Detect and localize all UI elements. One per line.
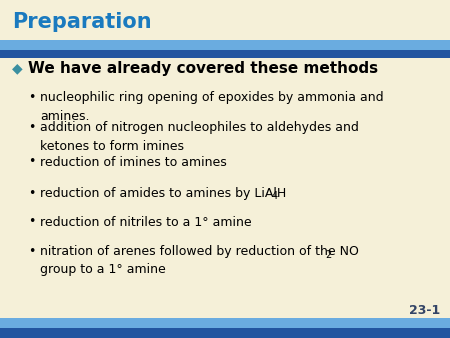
Text: nitration of arenes followed by reduction of the NO: nitration of arenes followed by reductio…	[40, 245, 359, 259]
Text: reduction of imines to amines: reduction of imines to amines	[40, 155, 227, 169]
Text: •: •	[28, 216, 36, 228]
Text: Preparation: Preparation	[12, 12, 152, 32]
Text: 2: 2	[325, 250, 331, 260]
Text: ◆: ◆	[12, 61, 22, 75]
Bar	[0, 328, 450, 338]
Text: •: •	[28, 92, 36, 104]
Bar	[0, 40, 450, 50]
Text: •: •	[28, 245, 36, 259]
Text: •: •	[28, 187, 36, 199]
Text: We have already covered these methods: We have already covered these methods	[28, 61, 378, 75]
Text: 23-1: 23-1	[409, 304, 440, 316]
Text: addition of nitrogen nucleophiles to aldehydes and: addition of nitrogen nucleophiles to ald…	[40, 121, 359, 135]
Text: nucleophilic ring opening of epoxides by ammonia and: nucleophilic ring opening of epoxides by…	[40, 92, 383, 104]
Text: •: •	[28, 155, 36, 169]
Bar	[0, 50, 450, 58]
Text: group to a 1° amine: group to a 1° amine	[40, 264, 166, 276]
Text: reduction of amides to amines by LiAlH: reduction of amides to amines by LiAlH	[40, 187, 286, 199]
Bar	[0, 318, 450, 328]
Text: amines.: amines.	[40, 110, 90, 122]
Text: 4: 4	[272, 191, 278, 201]
Text: •: •	[28, 121, 36, 135]
Text: ketones to form imines: ketones to form imines	[40, 140, 184, 152]
Text: reduction of nitriles to a 1° amine: reduction of nitriles to a 1° amine	[40, 216, 252, 228]
